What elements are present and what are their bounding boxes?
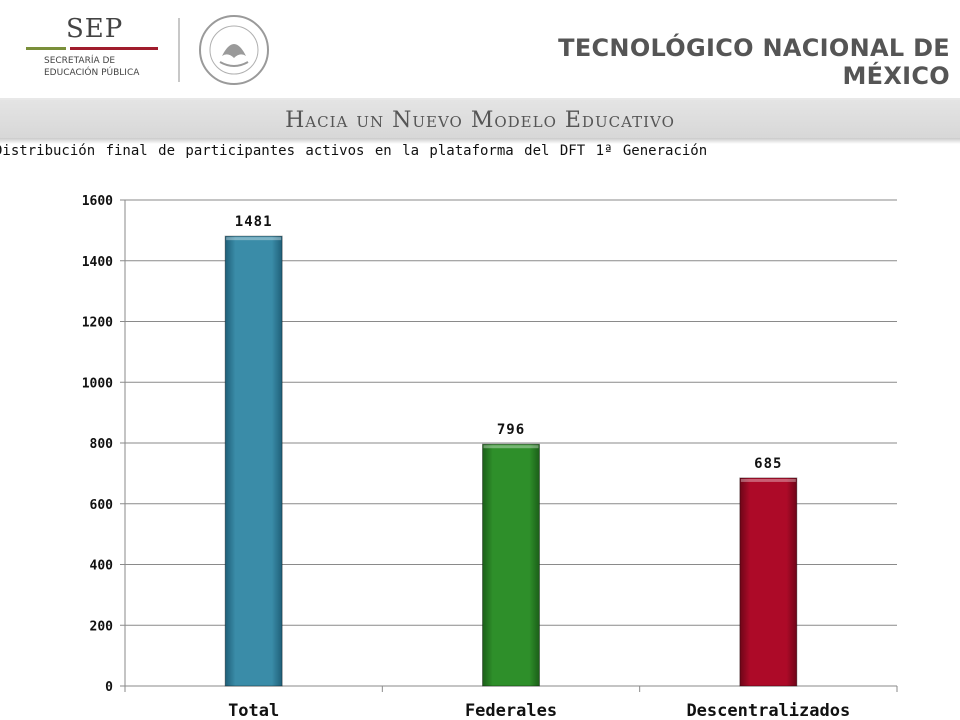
bar-federales — [482, 443, 540, 687]
data-label: 685 — [754, 456, 782, 472]
y-tick-label: 1400 — [82, 255, 113, 270]
y-tick-label: 1600 — [82, 194, 113, 209]
data-label: 796 — [497, 422, 525, 438]
national-seal-icon — [199, 15, 269, 85]
sep-logo-word: SEP — [66, 14, 124, 44]
header-divider — [178, 18, 180, 82]
y-tick-label: 0 — [105, 680, 113, 695]
banner-shadow — [0, 138, 960, 144]
bar-total — [224, 235, 283, 687]
sep-logo-bar-red — [70, 47, 158, 50]
y-tick-label: 600 — [90, 498, 114, 513]
chart-title: Distribución final de participantes acti… — [0, 143, 708, 159]
institution-title: TECNOLÓGICO NACIONAL DE MÉXICO — [558, 34, 950, 90]
x-tick-label: Descentralizados — [686, 701, 850, 720]
sep-logo-line1: SECRETARÍA DE — [44, 56, 116, 66]
y-tick-label: 200 — [90, 619, 114, 634]
y-tick-label: 1000 — [82, 376, 113, 391]
sep-logo-bar-green — [26, 47, 66, 50]
y-tick-label: 400 — [90, 559, 114, 574]
bar-chart: 0 200 400 600 800 1000 1200 1400 1600 1481 Total 79… — [82, 194, 898, 720]
sep-logo-line2: EDUCACIÓN PÚBLICA — [44, 68, 140, 78]
x-tick-label: Total — [228, 701, 279, 720]
x-tick-label: Federales — [465, 701, 557, 720]
y-tick-label: 1200 — [82, 316, 113, 331]
data-label: 1481 — [235, 214, 273, 230]
bar-descentralizados — [739, 477, 798, 687]
bar-highlight — [483, 445, 539, 449]
bar-highlight — [740, 478, 796, 482]
bar-highlight — [226, 237, 282, 241]
header: SEP SECRETARÍA DE EDUCACIÓN PÚBLICA TECN… — [0, 0, 960, 100]
banner: Hacia un Nuevo Modelo Educativo — [0, 98, 960, 142]
y-tick-label: 800 — [90, 437, 114, 452]
banner-title: Hacia un Nuevo Modelo Educativo — [285, 108, 675, 133]
chart-title-strip: Distribución final de participantes acti… — [0, 143, 960, 163]
